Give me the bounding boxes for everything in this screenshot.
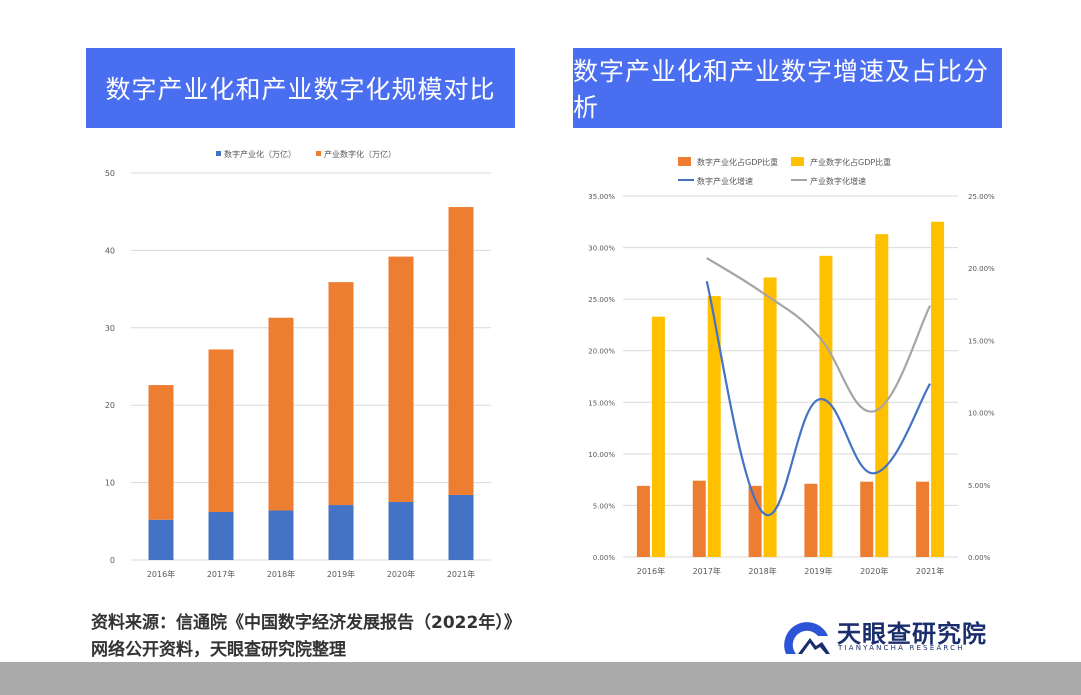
legend-label: 数字产业化（万亿）: [224, 149, 296, 159]
y-left-tick-label: 35.00%: [588, 193, 615, 201]
x-tick-label: 2019年: [804, 566, 832, 576]
y-right-tick-label: 15.00%: [968, 337, 995, 345]
x-tick-label: 2016年: [147, 569, 175, 579]
x-tick-label: 2018年: [267, 569, 295, 579]
y-left-tick-label: 15.00%: [588, 399, 615, 407]
source-note: 资料来源：信通院《中国数字经济发展报告（2022年）》 网络公开资料，天眼查研究…: [91, 610, 521, 664]
bar: [819, 255, 833, 557]
x-tick-label: 2020年: [860, 566, 888, 576]
y-tick-label: 10: [105, 479, 115, 488]
bar-segment: [448, 207, 474, 495]
bar: [707, 296, 721, 557]
y-left-tick-label: 20.00%: [588, 348, 615, 356]
x-tick-label: 2016年: [637, 566, 665, 576]
x-tick-label: 2021年: [916, 566, 944, 576]
y-right-tick-label: 5.00%: [968, 482, 991, 490]
logo-mark-icon: [784, 622, 830, 654]
x-tick-label: 2017年: [693, 566, 721, 576]
bar-segment: [148, 385, 174, 520]
bar: [804, 483, 818, 557]
y-right-tick-label: 10.00%: [968, 410, 995, 418]
x-tick-label: 2020年: [387, 569, 415, 579]
bar: [763, 277, 777, 557]
bar: [692, 480, 706, 557]
y-right-tick-label: 0.00%: [968, 554, 991, 562]
stacked-bar-chart: 0 10 20 30 40 50 2016年 2017年 2018年 2019年 2020年 2021…: [105, 149, 491, 579]
logo-name: 天眼查研究院: [837, 620, 987, 648]
y-left-tick-label: 25.00%: [588, 296, 615, 304]
x-tick-label: 2021年: [447, 569, 475, 579]
legend-label: 产业数字化增速: [810, 176, 866, 186]
bar: [860, 481, 874, 557]
y-left-tick-label: 0.00%: [593, 554, 616, 562]
series-line: [706, 257, 932, 413]
logo-subtitle: TIANYANCHA RESEARCH: [838, 644, 965, 652]
y-right-tick-label: 20.00%: [968, 265, 995, 273]
bar: [636, 485, 650, 557]
x-tick-label: 2018年: [748, 566, 776, 576]
bar-segment: [268, 510, 294, 560]
y-left-tick-label: 5.00%: [593, 502, 616, 510]
bar: [916, 481, 930, 557]
series-line: [705, 280, 932, 517]
legend-swatch: [678, 157, 691, 166]
y-tick-label: 30: [105, 324, 115, 333]
bar: [748, 485, 762, 557]
legend-swatch: [791, 157, 804, 166]
legend-swatch: [316, 151, 321, 156]
bar: [651, 316, 665, 557]
source-line-1: 资料来源：信通院《中国数字经济发展报告（2022年）》: [91, 613, 521, 633]
tianyancha-logo: 天眼查研究院 TIANYANCHA RESEARCH: [782, 612, 997, 658]
bar: [875, 234, 889, 558]
bar-segment: [388, 501, 414, 560]
y-left-tick-label: 30.00%: [588, 245, 615, 253]
x-tick-label: 2017年: [207, 569, 235, 579]
y-right-tick-label: 25.00%: [968, 193, 995, 201]
left-chart-title-banner: 数字产业化和产业数字化规模对比: [86, 48, 515, 128]
legend-swatch: [216, 151, 221, 156]
right-chart-title-banner: 数字产业化和产业数字增速及占比分析: [573, 48, 1002, 128]
legend-label: 产业数字化占GDP比重: [810, 157, 891, 167]
y-tick-label: 0: [110, 556, 115, 565]
bar-segment: [328, 282, 354, 506]
bar-segment: [208, 512, 234, 560]
source-line-2: 网络公开资料，天眼查研究院整理: [91, 640, 346, 660]
y-left-tick-label: 10.00%: [588, 451, 615, 459]
combo-bar-line-chart: 0.00% 5.00% 10.00% 15.00% 20.00% 25.00% 30.00%…: [588, 157, 995, 576]
legend-label: 数字产业化增速: [697, 176, 753, 186]
y-tick-label: 50: [105, 169, 115, 178]
footer-bar: [0, 662, 1081, 695]
y-tick-label: 40: [105, 246, 115, 255]
y-tick-label: 20: [105, 401, 115, 410]
legend-label: 产业数字化（万亿）: [324, 149, 396, 159]
bar-segment: [448, 494, 474, 560]
x-tick-label: 2019年: [327, 569, 355, 579]
bar: [931, 221, 945, 557]
legend-label: 数字产业化占GDP比重: [697, 157, 778, 167]
bar-segment: [268, 317, 294, 511]
bar-segment: [328, 505, 354, 560]
bar-segment: [148, 519, 174, 560]
bar-segment: [388, 256, 414, 502]
bar-segment: [208, 349, 234, 513]
